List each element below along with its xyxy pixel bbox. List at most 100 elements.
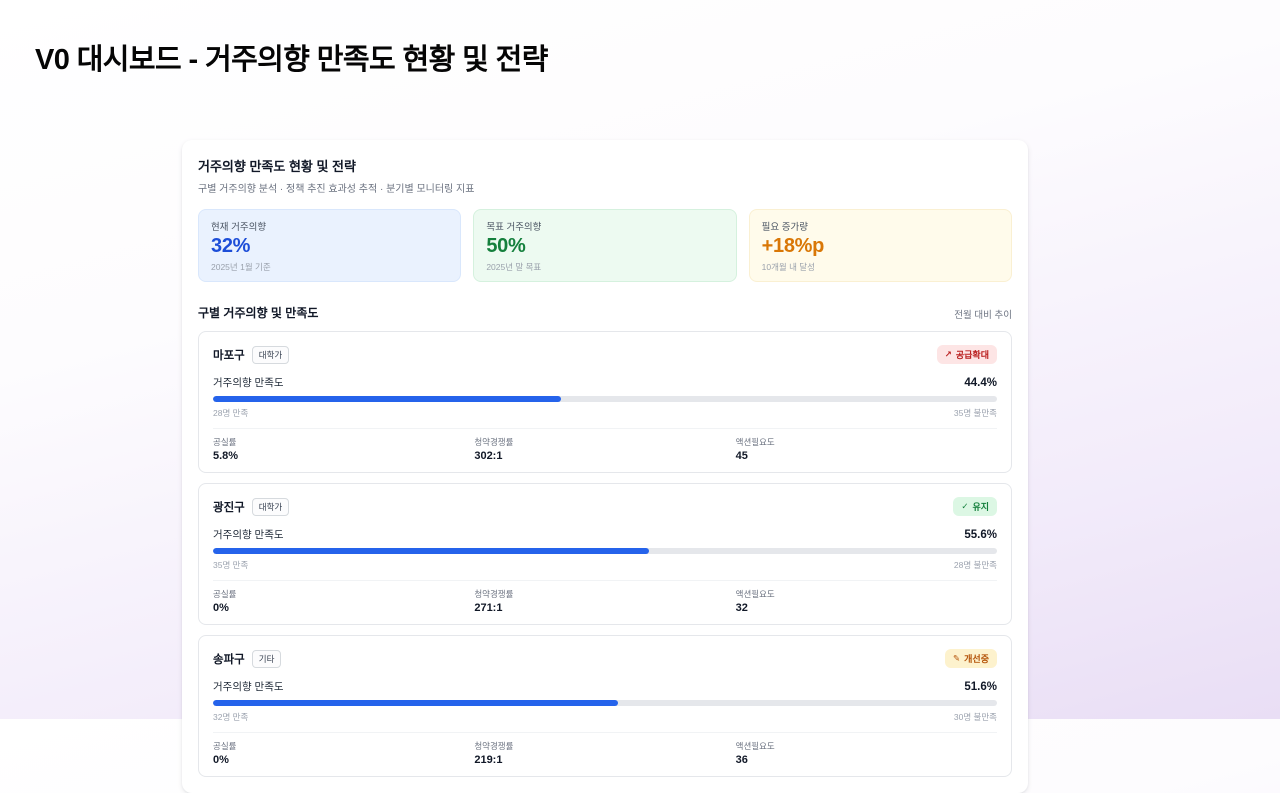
stat-label: 액션필요도 <box>735 741 775 751</box>
stat-value: 271:1 <box>474 602 503 614</box>
stat-vacancy: 공실률 0% <box>213 740 474 766</box>
unsatisfied-count: 28명 불만족 <box>953 560 997 570</box>
satisfaction-counts: 35명 만족 28명 불만족 <box>213 559 997 571</box>
metric-percent: 44.4% <box>964 376 997 389</box>
summary-value: 32% <box>211 235 251 257</box>
summary-card-current: 현재 거주의향 32% 2025년 1월 기준 <box>198 209 462 282</box>
stat-label: 청약경쟁률 <box>474 589 514 599</box>
progressbar-fill <box>213 548 649 554</box>
status-label: 유지 <box>972 502 989 512</box>
pencil-icon: ✎ <box>953 653 961 663</box>
stat-value: 45 <box>735 450 748 462</box>
summary-value: 50% <box>486 235 526 257</box>
summary-card-gap: 필요 증가량 +18%p 10개월 내 달성 <box>748 209 1012 282</box>
stat-value: 5.8% <box>213 450 239 462</box>
summary-label: 목표 거주의향 <box>486 222 542 233</box>
section-header: 구별 거주의향 및 만족도 전월 대비 추이 <box>198 304 1012 321</box>
metric-label: 거주의향 만족도 <box>213 681 284 693</box>
metric-label: 거주의향 만족도 <box>213 377 284 389</box>
stat-value: 0% <box>213 754 229 766</box>
metric-label: 거주의향 만족도 <box>213 529 284 541</box>
metric-percent: 55.6% <box>964 528 997 541</box>
district-name: 송파구 <box>213 653 245 666</box>
divider <box>213 580 997 581</box>
district-identity: 마포구 대학가 <box>213 345 290 364</box>
district-stats: 공실률 0% 청약경쟁률 219:1 액션필요도 36 <box>213 740 997 766</box>
summary-cards: 현재 거주의향 32% 2025년 1월 기준 목표 거주의향 50% 2025… <box>198 209 1012 282</box>
divider <box>213 732 997 733</box>
stat-label: 공실률 <box>213 589 237 599</box>
district-card-header: 광진구 대학가 ✓ 유지 <box>213 497 997 516</box>
satisfaction-progressbar <box>213 548 997 554</box>
stat-vacancy: 공실률 5.8% <box>213 436 474 462</box>
status-badge: ✎ 개선중 <box>945 649 997 668</box>
stat-value: 0% <box>213 602 229 614</box>
stat-vacancy: 공실률 0% <box>213 588 474 614</box>
district-tag: 기타 <box>251 649 282 668</box>
satisfaction-progressbar <box>213 396 997 402</box>
stat-action: 액션필요도 45 <box>736 436 997 462</box>
status-label: 개선중 <box>964 654 989 664</box>
stat-value: 36 <box>735 754 748 766</box>
metric-percent: 51.6% <box>964 680 997 693</box>
panel-subtitle: 구별 거주의향 분석 · 정책 추진 효과성 추적 · 분기별 모니터링 지표 <box>198 184 475 195</box>
district-list: 마포구 대학가 ↗ 공급확대 거주의향 만족도 44.4% 28명 만족 35명… <box>198 331 1012 777</box>
progressbar-fill <box>213 396 562 402</box>
stat-value: 32 <box>735 602 748 614</box>
satisfied-count: 32명 만족 <box>213 712 249 722</box>
district-card-songpa: 송파구 기타 ✎ 개선중 거주의향 만족도 51.6% 32명 만족 30명 불… <box>198 635 1012 777</box>
metric-row: 거주의향 만족도 44.4% <box>213 375 997 390</box>
status-badge: ✓ 유지 <box>953 497 997 516</box>
summary-label: 필요 증가량 <box>761 222 808 233</box>
panel-title: 거주의향 만족도 현황 및 전략 <box>198 159 356 174</box>
summary-note: 10개월 내 달성 <box>761 262 815 272</box>
district-tag: 대학가 <box>251 497 290 516</box>
stat-label: 공실률 <box>213 437 237 447</box>
section-title: 구별 거주의향 및 만족도 <box>198 306 319 320</box>
stat-value: 219:1 <box>474 754 503 766</box>
unsatisfied-count: 30명 불만족 <box>953 712 997 722</box>
stat-competition: 청약경쟁률 219:1 <box>474 740 735 766</box>
summary-card-target: 목표 거주의향 50% 2025년 말 목표 <box>473 209 737 282</box>
metric-row: 거주의향 만족도 51.6% <box>213 679 997 694</box>
district-stats: 공실률 0% 청약경쟁률 271:1 액션필요도 32 <box>213 588 997 614</box>
stat-competition: 청약경쟁률 302:1 <box>474 436 735 462</box>
trend-up-icon: ↗ <box>944 349 952 359</box>
metric-row: 거주의향 만족도 55.6% <box>213 527 997 542</box>
district-stats: 공실률 5.8% 청약경쟁률 302:1 액션필요도 45 <box>213 436 997 462</box>
stat-competition: 청약경쟁률 271:1 <box>474 588 735 614</box>
summary-note: 2025년 말 목표 <box>486 262 542 272</box>
summary-label: 현재 거주의향 <box>211 222 267 233</box>
district-card-gwangjin: 광진구 대학가 ✓ 유지 거주의향 만족도 55.6% 35명 만족 28명 불… <box>198 483 1012 625</box>
district-tag: 대학가 <box>251 345 290 364</box>
stat-label: 청약경쟁률 <box>474 437 514 447</box>
stat-label: 공실률 <box>213 741 237 751</box>
status-label: 공급확대 <box>955 350 989 360</box>
summary-note: 2025년 1월 기준 <box>211 262 271 272</box>
stat-action: 액션필요도 36 <box>736 740 997 766</box>
satisfied-count: 35명 만족 <box>213 560 249 570</box>
district-identity: 송파구 기타 <box>213 649 282 668</box>
summary-value: +18%p <box>761 235 825 257</box>
satisfaction-counts: 28명 만족 35명 불만족 <box>213 407 997 419</box>
unsatisfied-count: 35명 불만족 <box>953 408 997 418</box>
district-identity: 광진구 대학가 <box>213 497 290 516</box>
satisfaction-counts: 32명 만족 30명 불만족 <box>213 711 997 723</box>
district-name: 마포구 <box>213 349 245 362</box>
stat-label: 청약경쟁률 <box>474 741 514 751</box>
progressbar-fill <box>213 700 618 706</box>
district-card-header: 마포구 대학가 ↗ 공급확대 <box>213 345 997 364</box>
check-icon: ✓ <box>961 501 969 511</box>
satisfied-count: 28명 만족 <box>213 408 249 418</box>
satisfaction-progressbar <box>213 700 997 706</box>
page-title: V0 대시보드 - 거주의향 만족도 현황 및 전략 <box>35 44 548 76</box>
stat-value: 302:1 <box>474 450 503 462</box>
divider <box>213 428 997 429</box>
stat-action: 액션필요도 32 <box>736 588 997 614</box>
dashboard-panel: 거주의향 만족도 현황 및 전략 구별 거주의향 분석 · 정책 추진 효과성 … <box>182 140 1028 793</box>
status-badge: ↗ 공급확대 <box>936 345 997 364</box>
district-card-header: 송파구 기타 ✎ 개선중 <box>213 649 997 668</box>
stat-label: 액션필요도 <box>735 437 775 447</box>
panel-header: 거주의향 만족도 현황 및 전략 구별 거주의향 분석 · 정책 추진 효과성 … <box>198 156 1012 195</box>
section-meta: 전월 대비 추이 <box>954 310 1012 321</box>
